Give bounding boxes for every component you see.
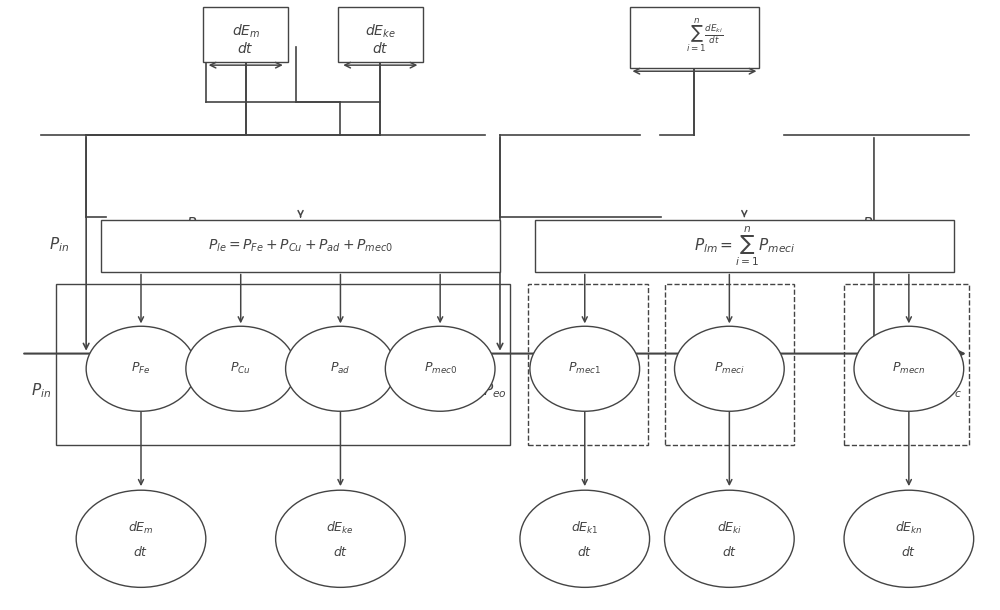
Text: $P_{meci}$: $P_{meci}$ <box>714 361 745 376</box>
Bar <box>844 284 969 445</box>
Ellipse shape <box>286 326 395 411</box>
Text: $dt$: $dt$ <box>722 545 737 559</box>
Ellipse shape <box>76 490 206 587</box>
FancyBboxPatch shape <box>630 7 759 68</box>
Text: $dt$: $dt$ <box>901 545 916 559</box>
Text: $dt$: $dt$ <box>133 545 149 559</box>
Text: $\sum_{i=1}^{n}\frac{dE_{ki}}{dt}$: $\sum_{i=1}^{n}\frac{dE_{ki}}{dt}$ <box>686 16 723 54</box>
Text: $P_{j}$: $P_{j}$ <box>565 381 579 401</box>
Bar <box>535 220 954 271</box>
Text: $P_{Fe}$: $P_{Fe}$ <box>131 361 151 376</box>
Text: $P_{eo}$: $P_{eo}$ <box>483 381 507 400</box>
Text: $P_{ad}$: $P_{ad}$ <box>330 361 351 376</box>
Text: $P_{in}$: $P_{in}$ <box>31 381 51 400</box>
FancyBboxPatch shape <box>338 7 423 62</box>
Text: $P_{mec0}$: $P_{mec0}$ <box>424 361 457 376</box>
Ellipse shape <box>276 490 405 587</box>
Text: $dt$: $dt$ <box>237 41 254 56</box>
Ellipse shape <box>520 490 650 587</box>
Text: $dt$: $dt$ <box>372 41 389 56</box>
Text: $P_c$: $P_c$ <box>945 381 962 400</box>
Ellipse shape <box>844 490 974 587</box>
Ellipse shape <box>186 326 296 411</box>
Bar <box>665 284 794 445</box>
Ellipse shape <box>665 490 794 587</box>
Ellipse shape <box>675 326 784 411</box>
Ellipse shape <box>86 326 196 411</box>
Bar <box>528 284 648 445</box>
Bar <box>101 220 500 271</box>
Bar <box>56 284 510 445</box>
Ellipse shape <box>530 326 640 411</box>
Text: $P_{lm} = \sum_{i=1}^{n} P_{meci}$: $P_{lm} = \sum_{i=1}^{n} P_{meci}$ <box>694 224 795 268</box>
Text: $P_{Cu}$: $P_{Cu}$ <box>230 361 251 376</box>
Text: $dE_{ki}$: $dE_{ki}$ <box>717 520 742 536</box>
Text: $P_c$: $P_c$ <box>840 229 857 248</box>
Text: $dE_{ke}$: $dE_{ke}$ <box>326 520 354 536</box>
Text: $dE_{m}$: $dE_{m}$ <box>232 23 260 40</box>
Text: $dt$: $dt$ <box>333 545 348 559</box>
Text: $dE_{kn}$: $dE_{kn}$ <box>895 520 923 536</box>
Text: $dE_{ke}$: $dE_{ke}$ <box>365 23 396 40</box>
Text: $dE_{k1}$: $dE_{k1}$ <box>571 520 599 536</box>
Text: $P_{le}$: $P_{le}$ <box>186 215 206 234</box>
Ellipse shape <box>385 326 495 411</box>
Text: $P_{le} = P_{Fe} + P_{Cu} + P_{ad} + P_{mec0}$: $P_{le} = P_{Fe} + P_{Cu} + P_{ad} + P_{… <box>208 238 393 254</box>
Text: $dE_{m}$: $dE_{m}$ <box>128 520 154 536</box>
Text: $dt$: $dt$ <box>577 545 592 559</box>
Text: $P_{mecn}$: $P_{mecn}$ <box>892 361 925 376</box>
Text: $P_{mec1}$: $P_{mec1}$ <box>568 361 601 376</box>
FancyBboxPatch shape <box>203 7 288 62</box>
Text: $P_{eo}$: $P_{eo}$ <box>459 235 483 254</box>
Text: $P_{in}$: $P_{in}$ <box>49 235 69 254</box>
Text: $P_{lm}$: $P_{lm}$ <box>862 215 886 234</box>
Ellipse shape <box>854 326 964 411</box>
